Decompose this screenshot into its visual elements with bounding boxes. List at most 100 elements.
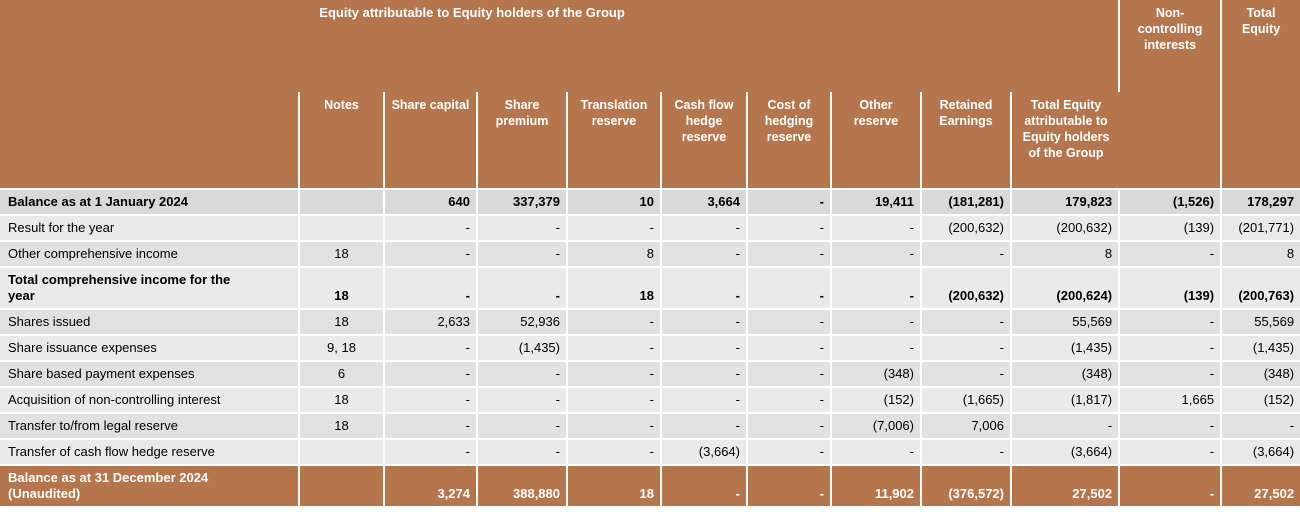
row-value-cell: - [662, 336, 748, 362]
table-row-transfer-of-cash-flow-hedge-reserve: Transfer of cash flow hedge reserve - - - (3… [0, 440, 1300, 466]
row-value-cell: - [1120, 414, 1223, 440]
row-value-cell: (152) [832, 388, 922, 414]
row-value-cell: - [1120, 242, 1223, 268]
row-label: Balance as at 31 December 2024 (Unaudite… [0, 466, 300, 506]
row-value-cell: (200,632) [922, 268, 1012, 310]
row-value-cell: (181,281) [922, 190, 1012, 216]
row-value-cell: - [748, 414, 832, 440]
row-value-cell: 52,936 [478, 310, 568, 336]
table-row-share-issuance-expenses: Share issuance expenses 9, 18- (1,435) - - - -… [0, 336, 1300, 362]
row-value-cell: (1,817) [1012, 388, 1121, 414]
row-value-cell: 55,569 [1012, 310, 1121, 336]
row-label: Acquisition of non-controlling interest [0, 388, 300, 414]
row-label: Balance as at 1 January 2024 [0, 190, 300, 216]
row-value-cell: 19,411 [832, 190, 922, 216]
row-label: Result for the year [0, 216, 300, 242]
col-header-translation-reserve: Translation reserve [568, 92, 662, 190]
row-value-cell: (7,006) [832, 414, 922, 440]
row-value-cell: (348) [832, 362, 922, 388]
row-value-cell: 388,880 [478, 466, 568, 506]
table-row-share-based-payment-expenses: Share based payment expenses 6- - - - - (348) -… [0, 362, 1300, 388]
row-value-cell: 337,379 [478, 190, 568, 216]
column-header-row: Notes Share capital Share premium Translati… [0, 92, 1300, 190]
row-value-cell: - [385, 268, 478, 310]
row-value-cell: 3,274 [385, 466, 478, 506]
row-value-cell: - [748, 466, 832, 506]
row-value-cell: - [568, 440, 662, 466]
row-value-cell: - [568, 388, 662, 414]
col-header-notes: Notes [300, 92, 385, 190]
col-header-retained-earnings: Retained Earnings [922, 92, 1012, 190]
row-label: Total comprehensive income for the year [0, 268, 300, 310]
row-value-cell: - [662, 216, 748, 242]
row-value-cell: (348) [1222, 362, 1300, 388]
col-header-non-controlling-interests: Non-controlling interests [1120, 0, 1223, 190]
row-value-cell: - [568, 310, 662, 336]
row-value-cell: - [568, 414, 662, 440]
row-notes-cell: 9, 18 [300, 336, 385, 362]
row-value-cell: 18 [568, 268, 662, 310]
row-value-cell: - [478, 268, 568, 310]
row-value-cell: 8 [1222, 242, 1300, 268]
row-value-cell: 11,902 [832, 466, 922, 506]
row-value-cell: - [478, 414, 568, 440]
row-value-cell: (3,664) [1222, 440, 1300, 466]
row-value-cell: - [662, 310, 748, 336]
col-header-cost-of-hedging-reserve: Cost of hedging reserve [748, 92, 832, 190]
row-value-cell: 178,297 [1222, 190, 1300, 216]
row-label: Transfer of cash flow hedge reserve [0, 440, 300, 466]
row-value-cell: 640 [385, 190, 478, 216]
group-header-row: Equity attributable to Equity holders of… [0, 0, 1300, 190]
row-value-cell: (1,665) [922, 388, 1012, 414]
row-value-cell: - [478, 216, 568, 242]
table-row-transfer-to-from-legal-reserve: Transfer to/from legal reserve 18- - - - - (7,… [0, 414, 1300, 440]
row-value-cell: 10 [568, 190, 662, 216]
row-value-cell: (1,435) [1222, 336, 1300, 362]
row-value-cell: - [568, 336, 662, 362]
row-value-cell: - [662, 388, 748, 414]
table-row-result-for-the-year: Result for the year - - - - - - (200,632) (200,6… [0, 216, 1300, 242]
row-value-cell: 3,664 [662, 190, 748, 216]
row-value-cell: 27,502 [1012, 466, 1121, 506]
row-label: Shares issued [0, 310, 300, 336]
row-value-cell: - [832, 268, 922, 310]
col-header-row-labels-empty [0, 92, 300, 190]
group-header-equity-attributable: Equity attributable to Equity holders of… [0, 0, 1121, 92]
table-row-balance-as-at-31-december-2024-unaudited: Balance as at 31 December 2024 (Unaudite… [0, 466, 1300, 506]
row-value-cell: - [748, 242, 832, 268]
row-value-cell: (3,664) [662, 440, 748, 466]
row-value-cell: 2,633 [385, 310, 478, 336]
row-value-cell: - [922, 310, 1012, 336]
row-value-cell: - [748, 362, 832, 388]
row-value-cell: - [1222, 414, 1300, 440]
row-value-cell: (139) [1120, 268, 1223, 310]
row-value-cell: 7,006 [922, 414, 1012, 440]
row-label: Share issuance expenses [0, 336, 300, 362]
row-value-cell: 8 [1012, 242, 1121, 268]
row-value-cell: - [662, 466, 748, 506]
row-value-cell: (152) [1222, 388, 1300, 414]
row-value-cell: (1,526) [1120, 190, 1223, 216]
row-value-cell: - [832, 242, 922, 268]
row-value-cell: - [832, 310, 922, 336]
row-value-cell: - [568, 362, 662, 388]
table-header: Equity attributable to Equity holders of… [0, 0, 1300, 190]
row-value-cell: - [385, 336, 478, 362]
row-notes-cell: 18 [300, 388, 385, 414]
row-value-cell: (201,771) [1222, 216, 1300, 242]
row-value-cell: - [385, 242, 478, 268]
row-label: Share based payment expenses [0, 362, 300, 388]
row-value-cell: - [1120, 466, 1223, 506]
row-value-cell: - [748, 440, 832, 466]
row-value-cell: - [385, 440, 478, 466]
row-value-cell: - [478, 362, 568, 388]
col-header-cash-flow-hedge-reserve: Cash flow hedge reserve [662, 92, 748, 190]
row-value-cell: (3,664) [1012, 440, 1121, 466]
row-value-cell: - [748, 190, 832, 216]
table-row-other-comprehensive-income: Other comprehensive income 18- -8- - - -8-8 [0, 242, 1300, 268]
row-notes-cell: 18 [300, 414, 385, 440]
row-value-cell: 18 [568, 466, 662, 506]
table-row-balance-as-at-1-january-2024: Balance as at 1 January 2024 640 337,379 10… [0, 190, 1300, 216]
row-value-cell: - [385, 362, 478, 388]
